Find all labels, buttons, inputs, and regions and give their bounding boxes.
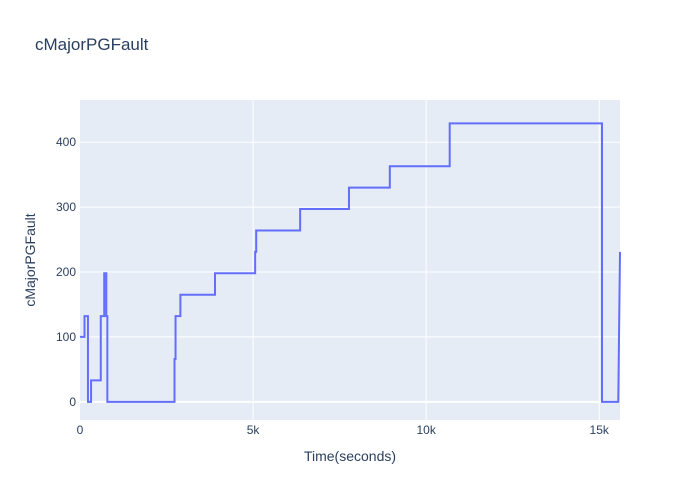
x-axis-title: Time(seconds) <box>304 448 396 464</box>
series-line <box>80 122 621 403</box>
y-axis-ticks: 0 100 200 300 400 <box>56 135 76 409</box>
y-axis-title: cMajorPGFault <box>22 213 38 306</box>
y-tick-label: 400 <box>56 135 76 149</box>
y-tick-label: 300 <box>56 200 76 214</box>
x-tick-label: 10k <box>416 423 436 437</box>
x-axis-ticks: 0 5k 10k 15k <box>77 423 610 437</box>
x-gridlines <box>252 100 600 420</box>
y-tick-label: 100 <box>56 330 76 344</box>
chart-title: cMajorPGFault <box>35 35 149 54</box>
x-tick-label: 0 <box>77 423 84 437</box>
plot-area <box>80 100 620 420</box>
x-tick-label: 5k <box>247 423 261 437</box>
x-tick-label: 15k <box>590 423 610 437</box>
y-tick-label: 0 <box>69 395 76 409</box>
y-tick-label: 200 <box>56 265 76 279</box>
